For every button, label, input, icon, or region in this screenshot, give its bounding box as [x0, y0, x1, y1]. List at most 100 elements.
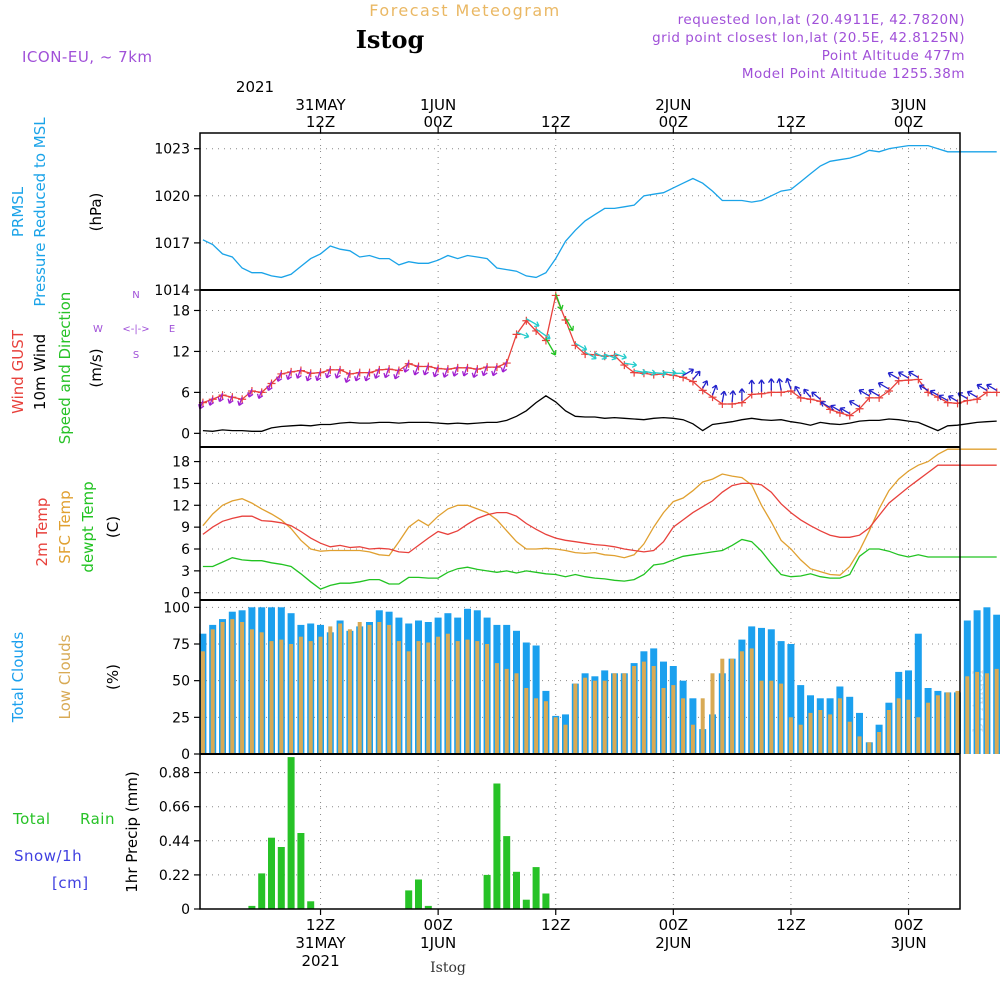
y-tick-label: 1017 — [154, 236, 190, 252]
compass-south: S — [133, 350, 139, 361]
temp-label-2m: 2m Temp — [33, 498, 51, 567]
low-cloud-bar — [553, 717, 558, 754]
low-cloud-bar — [945, 692, 950, 754]
low-cloud-bar — [935, 695, 940, 754]
bottom-hour-label: 00Z — [894, 916, 923, 934]
low-cloud-bar — [416, 641, 421, 754]
wind-direction-arrow — [594, 352, 608, 360]
precip-label-snow: Snow/1h — [14, 847, 82, 865]
rain-bar — [513, 871, 520, 909]
precip-label-total: Total — [12, 810, 51, 828]
low-cloud-bar — [632, 666, 637, 754]
wind-direction-arrow — [574, 342, 588, 351]
wind-direction-arrow — [711, 384, 719, 396]
rain-bar — [424, 905, 432, 909]
rain-bar — [503, 836, 511, 909]
precip-label: 1hr Precip (mm) — [123, 771, 141, 892]
low-cloud-bar — [249, 629, 254, 754]
y-tick-label: 0.66 — [159, 800, 190, 816]
wind-direction-arrow — [217, 392, 224, 403]
wind-direction-arrow — [868, 388, 880, 397]
low-cloud-bar — [612, 673, 617, 754]
gust-marker — [296, 366, 305, 375]
wind-direction-arrow — [500, 360, 508, 373]
wind-direction-arrow — [525, 318, 540, 328]
rain-bar — [307, 901, 315, 910]
wind-direction-arrow — [344, 371, 351, 384]
gust-marker — [208, 395, 217, 404]
wind-direction-arrow — [729, 390, 737, 403]
y-tick-label: 18 — [172, 303, 190, 319]
y-tick-label: 6 — [181, 385, 190, 401]
gust-marker — [414, 362, 423, 371]
gust-marker — [345, 369, 354, 378]
low-cloud-bar — [661, 688, 666, 754]
temp-label-unit: (C) — [104, 516, 122, 538]
precip-label-rain: Rain — [80, 810, 115, 828]
gust-marker — [982, 388, 991, 397]
y-tick-label: 0.44 — [159, 834, 190, 850]
y-tick-label: 100 — [163, 600, 190, 616]
wind-direction-arrow — [767, 378, 775, 391]
low-cloud-bar — [377, 622, 382, 754]
low-cloud-bar — [955, 690, 960, 754]
gust-marker — [473, 365, 482, 374]
top-hour-label: 12Z — [776, 113, 805, 131]
wind-direction-arrow — [555, 293, 564, 311]
gust-marker — [845, 411, 854, 420]
top-hour-label: 12Z — [541, 113, 570, 131]
rain-bar — [415, 879, 422, 909]
wind-direction-arrow — [383, 366, 390, 379]
y-tick-label: 0.22 — [159, 868, 190, 884]
total-cloud-bar — [914, 633, 922, 754]
wind-direction-arrow — [305, 371, 312, 382]
wind-direction-arrow — [986, 383, 998, 391]
sfc-temp-line — [202, 448, 997, 576]
bottom-hour-label: 12Z — [776, 916, 805, 934]
top-hour-label: 12Z — [306, 113, 335, 131]
wind-direction-arrow — [692, 370, 701, 380]
point-altitude: Point Altitude 477m — [822, 48, 965, 64]
wind-direction-arrow — [918, 384, 929, 391]
wind-direction-arrow — [461, 365, 469, 377]
low-cloud-bar — [896, 698, 901, 754]
y-tick-label: 1020 — [154, 189, 190, 205]
low-cloud-bar — [690, 724, 695, 754]
low-cloud-bar — [426, 642, 431, 754]
wind-direction-arrow — [820, 400, 831, 409]
low-cloud-bar — [318, 636, 323, 754]
y-tick-label: 0 — [181, 426, 190, 442]
rain-bar — [258, 873, 266, 909]
low-cloud-bar — [563, 724, 568, 754]
gust-marker — [394, 366, 403, 375]
low-cloud-bar — [583, 677, 588, 754]
gust-marker — [247, 387, 256, 396]
gust-marker — [355, 368, 364, 377]
bottom-date-label: 1JUN — [420, 934, 456, 952]
low-cloud-bar — [837, 698, 842, 754]
low-cloud-bar — [622, 673, 627, 754]
low-cloud-bar — [514, 673, 519, 754]
rain-bar — [483, 874, 491, 909]
low-cloud-bar — [230, 619, 235, 754]
low-cloud-bar — [445, 633, 450, 754]
low-cloud-bar — [396, 641, 401, 754]
low-cloud-bar — [298, 636, 303, 754]
y-tick-label: 1014 — [154, 283, 190, 299]
low-cloud-bar — [916, 717, 921, 754]
wind-direction-arrow — [897, 371, 909, 379]
low-cloud-bar — [200, 651, 205, 754]
low-cloud-bar — [906, 699, 911, 754]
low-cloud-bar — [210, 629, 215, 754]
wind-direction-arrow — [887, 371, 900, 380]
gust-marker — [502, 359, 511, 368]
top-hour-label: 00Z — [894, 113, 923, 131]
low-cloud-bar — [651, 666, 656, 754]
compass-cross: <-|-> — [122, 324, 149, 335]
low-cloud-bar — [730, 658, 735, 754]
gust-marker — [336, 365, 345, 374]
temp-2m-line — [202, 464, 997, 554]
wind-direction-arrow — [481, 364, 488, 377]
low-cloud-bar — [720, 658, 725, 754]
